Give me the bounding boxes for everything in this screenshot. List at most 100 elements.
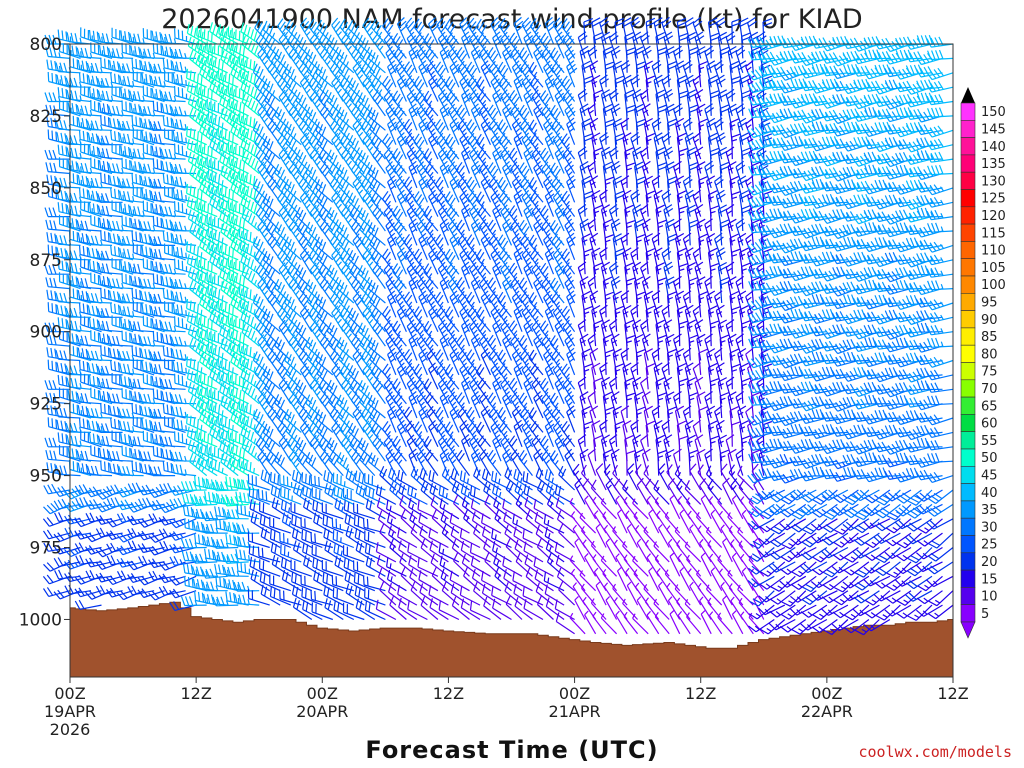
wind-barb [98,102,123,117]
colorbar-swatch [960,310,976,329]
wind-barb [747,267,775,279]
wind-barb [228,442,249,462]
wind-barb [492,434,502,462]
wind-barb [539,90,554,117]
wind-barb [533,498,554,520]
wind-barb [318,378,334,405]
wind-barb [329,349,344,376]
wind-barb [490,74,502,102]
wind-barb [789,96,817,109]
wind-barb [171,291,197,304]
wind-barb [439,45,451,74]
wind-barb [842,441,870,452]
x-tick-label: 00Z [811,684,842,703]
wind-barb [309,319,323,347]
wind-barb [874,179,901,190]
wind-barb [502,498,523,520]
wind-barb [75,554,102,565]
wind-barb [213,493,239,505]
wind-barb [502,448,513,476]
wind-barb [821,251,848,262]
wind-barb [469,319,481,347]
wind-barb [682,175,693,203]
wind-barb [269,516,291,534]
wind-barb [682,405,692,433]
wind-barb [884,424,912,435]
wind-barb [821,193,848,204]
wind-barb [873,454,901,465]
wind-barb [257,489,281,505]
wind-barb [329,406,344,433]
wind-barb [262,250,281,275]
wind-barb [254,134,271,160]
wind-barb [735,333,744,361]
wind-barb [497,61,512,88]
wind-barb [863,36,890,47]
wind-barb [151,376,176,390]
wind-barb [463,567,481,592]
wind-barb [916,252,943,263]
wind-barb [789,238,817,249]
wind-barb [372,435,386,462]
wind-barb [490,304,502,332]
wind-barb [714,60,724,88]
colorbar-swatch [960,189,976,208]
wind-barb [228,384,249,405]
wind-barb [915,124,943,136]
wind-barb [353,502,375,520]
wind-barb [811,503,838,518]
wind-barb [336,337,355,361]
wind-barb [533,333,544,361]
wind-barb [413,133,428,160]
wind-barb [800,438,827,449]
wind-barb [640,319,649,347]
wind-barb [592,554,607,577]
wind-barb [524,496,544,520]
wind-barb [170,336,197,347]
wind-barb [218,254,239,275]
wind-barb [331,305,344,333]
wind-barb [799,66,828,79]
wind-barb [769,323,796,334]
wind-barb [212,538,239,549]
wind-barb [925,184,954,196]
wind-barb [651,405,661,433]
wind-barb [651,232,661,260]
x-tick-label: 12Z [685,684,716,703]
colorbar-swatch [960,171,976,190]
wind-barb [278,204,292,232]
wind-barb [789,38,817,51]
wind-barb [120,145,144,160]
wind-barb [884,124,912,135]
wind-barb [758,340,785,351]
wind-barb [66,320,92,333]
colorbar-label: 145 [981,122,1006,137]
wind-barb [666,582,681,606]
wind-barb [386,499,407,520]
wind-barb [223,509,249,520]
wind-barb [916,425,943,436]
wind-barb [372,32,386,59]
wind-barb [549,392,565,419]
wind-barb [789,225,817,237]
wind-barb [505,537,523,563]
wind-barb [515,552,533,577]
wind-barb [189,395,208,419]
wind-barb [894,241,922,253]
wind-barb [779,50,806,61]
wind-barb [757,442,785,454]
wind-barb [305,221,323,246]
wind-barb [80,315,102,333]
wind-barb [197,166,218,189]
wind-barb [337,177,355,203]
wind-barb [599,17,609,45]
wind-barb [843,503,870,519]
wind-barb [299,190,313,217]
wind-barb [328,393,344,419]
wind-barb [491,585,512,606]
wind-barb [187,151,208,174]
wind-barb [653,541,670,563]
wind-barb [720,524,733,548]
wind-barb [199,352,218,376]
wind-barb [842,339,869,350]
